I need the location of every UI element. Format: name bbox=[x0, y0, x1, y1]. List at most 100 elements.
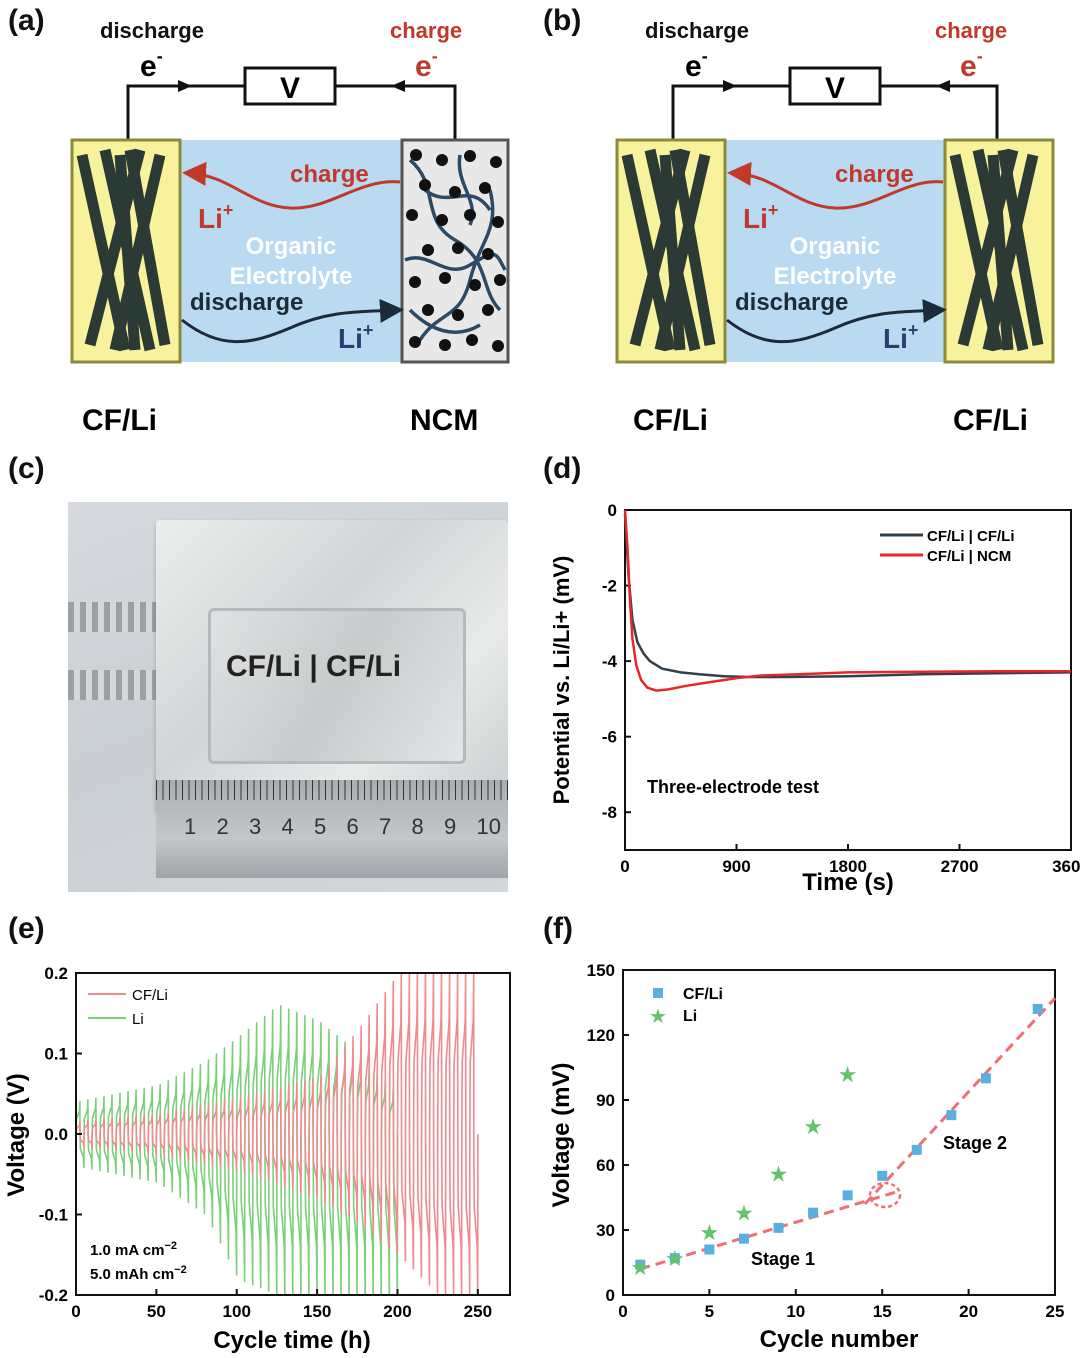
x-tick-label: 900 bbox=[722, 857, 750, 876]
legend: CF/Li Li bbox=[82, 979, 170, 1031]
y-axis-label: Potential vs. Li/Li+ (mV) bbox=[549, 556, 574, 805]
legend-label-cf-li: CF/Li bbox=[683, 986, 723, 1003]
ruler-number: 2 bbox=[216, 814, 229, 839]
x-tick-label: 100 bbox=[223, 1302, 251, 1321]
electron-right: e- bbox=[415, 46, 438, 83]
point-li: ★ bbox=[838, 1062, 858, 1087]
x-tick-label: 150 bbox=[303, 1302, 331, 1321]
panel-label-d: (d) bbox=[543, 452, 582, 485]
fit-line-stage-1 bbox=[639, 1189, 900, 1271]
legend-background bbox=[82, 979, 170, 1031]
ruler-number: 1 bbox=[184, 814, 197, 839]
panel-label-c: (c) bbox=[8, 452, 45, 485]
pouch-cell bbox=[156, 520, 508, 812]
x-tick-label: 1800 bbox=[829, 857, 867, 876]
panel-label-a: (a) bbox=[8, 4, 45, 37]
electron-left: e- bbox=[140, 46, 163, 83]
x-tick-label: 20 bbox=[959, 1302, 978, 1321]
ruler: 1 2 3 4 5 6 7 8 9 10 bbox=[156, 780, 508, 878]
arrow-head-right bbox=[936, 80, 950, 92]
panel-label-b: (b) bbox=[543, 4, 582, 37]
point-li: ★ bbox=[803, 1114, 823, 1139]
electrolyte-text-2: Electrolyte bbox=[774, 263, 897, 290]
y-tick-label: 0 bbox=[606, 1286, 615, 1305]
x-axis-label: Cycle time (h) bbox=[213, 1327, 370, 1354]
discharge-arrow-label: discharge bbox=[190, 289, 303, 316]
y-tick-label: -4 bbox=[602, 652, 618, 671]
x-axis-label: Cycle number bbox=[760, 1326, 919, 1353]
y-tick-label: -2 bbox=[602, 577, 617, 596]
charge-arrow-label: charge bbox=[290, 161, 369, 188]
x-axis-label: Time (s) bbox=[802, 869, 894, 896]
charge-label: charge bbox=[935, 18, 1007, 43]
external-circuit bbox=[126, 84, 457, 140]
stage-transition-circle bbox=[868, 1181, 902, 1209]
y-tick-label: -0.2 bbox=[39, 1286, 68, 1305]
ruler-number: 7 bbox=[379, 814, 392, 839]
ruler-number: 5 bbox=[314, 814, 327, 839]
electron-left: e- bbox=[685, 46, 708, 83]
external-circuit bbox=[671, 84, 999, 140]
annotation-stage-1: Stage 1 bbox=[751, 1249, 815, 1269]
ncm-particles bbox=[406, 149, 506, 352]
point-cf-li bbox=[911, 1144, 922, 1155]
ruler-number: 9 bbox=[444, 814, 457, 839]
arrow-head-left bbox=[723, 80, 737, 92]
y-tick-label: 150 bbox=[587, 961, 615, 980]
discharge-arrow bbox=[726, 299, 947, 344]
voltmeter-label: V bbox=[825, 72, 845, 105]
y-tick-label: 0.0 bbox=[44, 1125, 68, 1144]
pouch-cell-photo: CF/Li | CF/Li 1 2 3 4 5 6 7 8 9 10 bbox=[68, 502, 508, 892]
y-tick-label: 0.1 bbox=[44, 1045, 68, 1064]
legend-swatch-cf-li bbox=[653, 988, 663, 998]
li-ion-top: Li+ bbox=[198, 200, 233, 234]
li-ion-bottom: Li+ bbox=[338, 320, 373, 354]
point-cf-li bbox=[946, 1110, 957, 1121]
x-tick-label: 15 bbox=[873, 1302, 892, 1321]
y-tick-label: 90 bbox=[596, 1091, 615, 1110]
x-tick-label: 10 bbox=[786, 1302, 805, 1321]
electrode-label-left: CF/Li bbox=[633, 404, 708, 437]
series-line-cf-li-ncm bbox=[623, 509, 1071, 692]
chart-f: 0 5 10 15 20 25 0 30 60 90 120 150 ★ ★ ★ ★ ★ ★ ★ Voltage … bbox=[548, 961, 1065, 1353]
carbon-fibers-right bbox=[949, 148, 1044, 352]
discharge-label: discharge bbox=[100, 18, 204, 43]
fit-line-stage-2 bbox=[863, 997, 1057, 1206]
electrolyte-text-1: Organic bbox=[790, 233, 881, 260]
y-tick-label: 60 bbox=[596, 1156, 615, 1175]
li-ion-top: Li+ bbox=[743, 200, 778, 234]
x-tick-label: 2700 bbox=[941, 857, 979, 876]
y-axis-label: Voltage (V) bbox=[3, 1073, 30, 1197]
voltmeter bbox=[788, 66, 882, 106]
legend: CF/Li | CF/Li CF/Li | NCM bbox=[880, 528, 1015, 565]
annotation-capacity: 5.0 mAh cm−2 bbox=[90, 1264, 187, 1283]
point-cf-li bbox=[980, 1073, 991, 1084]
cell-label: CF/Li | CF/Li bbox=[226, 650, 402, 683]
point-cf-li bbox=[808, 1207, 819, 1218]
point-cf-li bbox=[1032, 1004, 1043, 1014]
y-tick-label: 0 bbox=[608, 501, 617, 520]
chart-e: 0 50 100 150 200 250 -0.2 -0.1 0.0 0.1 0.2 Voltage… bbox=[3, 964, 511, 1354]
y-tick-label: 30 bbox=[596, 1221, 615, 1240]
electrolyte-text-2: Electrolyte bbox=[230, 263, 353, 290]
discharge-label: discharge bbox=[645, 18, 749, 43]
charge-arrow-label: charge bbox=[835, 161, 914, 188]
y-tick-label: -0.1 bbox=[39, 1206, 68, 1225]
voltmeter-label: V bbox=[280, 72, 300, 105]
legend-swatch-li: ★ bbox=[649, 1006, 667, 1028]
x-tick-label: 25 bbox=[1046, 1302, 1065, 1321]
y-tick-label: 120 bbox=[587, 1026, 615, 1045]
voltmeter bbox=[243, 66, 337, 106]
plot-frame bbox=[622, 969, 1056, 1296]
legend: CF/Li ★ Li bbox=[649, 986, 723, 1028]
point-cf-li bbox=[877, 1170, 888, 1181]
electrolyte-region bbox=[180, 140, 402, 362]
ruler-number: 10 bbox=[476, 814, 501, 839]
arrow-head-left bbox=[178, 80, 192, 92]
point-cf-li bbox=[842, 1190, 853, 1201]
y-tick-label: -8 bbox=[602, 803, 617, 822]
panel-label-f: (f) bbox=[543, 912, 573, 945]
legend-label-cf-li: CF/Li bbox=[132, 987, 168, 1004]
schematic-a: discharge charge e- e- V charge Li+ Orga… bbox=[70, 18, 510, 437]
